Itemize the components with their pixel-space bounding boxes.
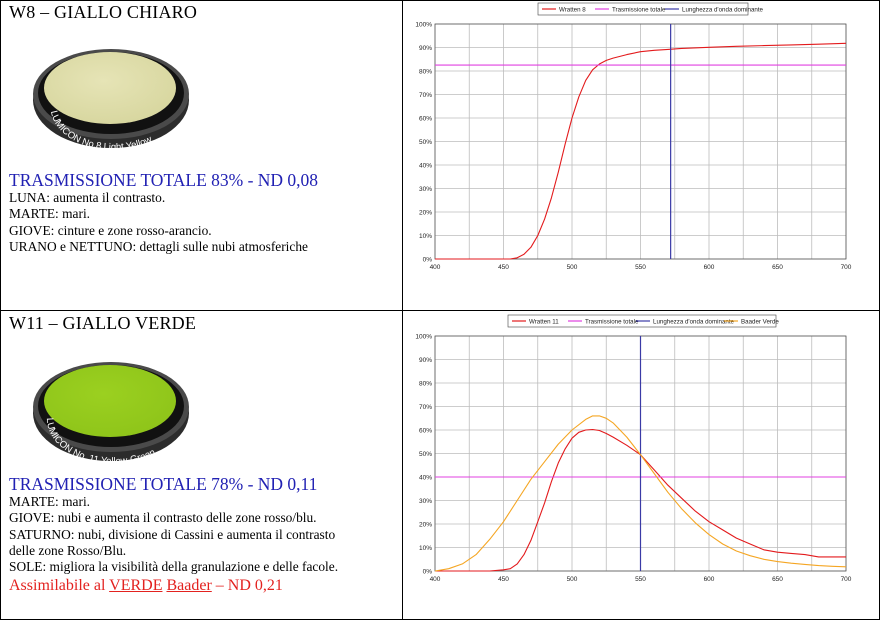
y-tick-label: 90% <box>419 357 432 364</box>
x-tick-label: 550 <box>635 264 646 271</box>
notes-w11: TRASMISSIONE TOTALE 78% - ND 0,11 MARTE:… <box>9 474 394 595</box>
y-tick-label: 40% <box>419 163 432 170</box>
x-tick-label: 600 <box>704 576 715 583</box>
notes-w8: TRASMISSIONE TOTALE 83% - ND 0,08 LUNA: … <box>9 170 394 255</box>
y-tick-label: 0% <box>423 569 433 576</box>
filter-image-w8: LUMICON No.8 Light Yellow <box>30 38 192 150</box>
note-line: SATURNO: nubi, divisione di Cassini e au… <box>9 526 336 542</box>
legend-entry: Lunghezza d'onda dominante <box>653 318 735 325</box>
note-line: MARTE: mari. <box>9 206 91 222</box>
panel-title: W8 – GIALLO CHIARO <box>9 2 198 22</box>
x-tick-label: 600 <box>704 264 715 271</box>
x-tick-label: 500 <box>567 576 578 583</box>
y-tick-label: 50% <box>419 139 432 146</box>
note-line: LUNA: aumenta il contrasto. <box>9 190 166 205</box>
series-line <box>434 415 847 572</box>
legend-entry: Wratten 11 <box>529 318 559 325</box>
y-tick-label: 50% <box>419 451 432 458</box>
row-divider <box>0 310 880 311</box>
note-line: SOLE: migliora la visibilità della granu… <box>9 559 339 575</box>
y-tick-label: 30% <box>419 186 432 193</box>
note-line: delle zone Rosso/Blu. <box>9 542 127 558</box>
y-tick-label: 10% <box>419 545 432 552</box>
filter-w11-graphic: LUMICON No. 11 Yellow-Green <box>33 362 189 463</box>
legend-entry: Trasmissione totale <box>612 6 666 13</box>
baader-note: Assimilabile al VERDE Baader – ND 0,21 <box>9 576 394 595</box>
x-tick-label: 400 <box>430 576 441 583</box>
series-line <box>435 42 847 260</box>
chart-legend: Wratten 11 Trasmissione totale Lunghezza d… <box>507 314 779 328</box>
y-tick-label: 60% <box>419 428 432 435</box>
y-tick-label: 90% <box>419 45 432 52</box>
y-tick-label: 60% <box>419 116 432 123</box>
y-tick-label: 20% <box>419 522 432 529</box>
y-tick-label: 0% <box>423 257 433 264</box>
transmission-text: TRASMISSIONE TOTALE 83% - ND 0,08 <box>9 170 319 190</box>
baader-note-prefix: Assimilabile al <box>9 577 110 595</box>
note-line: URANO e NETTUNO: dettagli sulle nubi atm… <box>9 238 308 254</box>
y-tick-label: 100% <box>415 22 432 29</box>
y-tick-label: 80% <box>419 69 432 76</box>
legend-box <box>537 2 749 16</box>
x-tick-label: 400 <box>430 264 441 271</box>
transmission-chart-w8: 0% 10% 20% 30% 40% 50% 60% 70% 80% 90% 100% 400 450 5… <box>405 2 875 302</box>
x-tick-label: 700 <box>841 576 852 583</box>
y-tick-label: 70% <box>419 404 432 411</box>
filter-glass-w8 <box>44 52 176 124</box>
chart-w11-svg: 0% 10% 20% 30% 40% 50% 60% 70% 80% 90% 100% 400 450 5… <box>415 314 852 583</box>
x-tick-label: 450 <box>498 576 509 583</box>
legend-entry: Baader Verde <box>741 318 779 325</box>
x-tick-label: 550 <box>635 576 646 583</box>
chart-legend: Wratten 8 Trasmissione totale Lunghezza d'… <box>537 2 764 16</box>
y-tick-label: 20% <box>419 210 432 217</box>
legend-entry: Trasmissione totale <box>585 318 639 325</box>
filter-w8-graphic: LUMICON No.8 Light Yellow <box>33 49 189 150</box>
x-tick-label: 450 <box>498 264 509 271</box>
transmission-chart-w11: 0% 10% 20% 30% 40% 50% 60% 70% 80% 90% 100% 400 450 5… <box>405 314 875 614</box>
note-line: GIOVE: nubi e aumenta il contrasto delle… <box>9 510 317 526</box>
y-tick-label: 70% <box>419 92 432 99</box>
legend-entry: Lunghezza d'onda dominante <box>682 6 764 13</box>
filter-image-w11: LUMICON No. 11 Yellow-Green <box>30 351 192 463</box>
baader-note-baader: Baader <box>166 577 212 595</box>
y-tick-label: 30% <box>419 498 432 505</box>
filter-panel-w11: W11 – GIALLO VERDE LUMICON No. 11 Yellow… <box>0 311 402 621</box>
transmission-text: TRASMISSIONE TOTALE 78% - ND 0,11 <box>9 474 318 494</box>
note-line: GIOVE: cinture e zone rosso-arancio. <box>9 222 212 238</box>
filter-glass-w11 <box>44 365 176 437</box>
legend-entry: Wratten 8 <box>559 6 586 13</box>
chart-w8-svg: 0% 10% 20% 30% 40% 50% 60% 70% 80% 90% 100% 400 450 5… <box>415 2 852 271</box>
y-tick-label: 10% <box>419 233 432 240</box>
y-tick-label: 80% <box>419 381 432 388</box>
plot-frame <box>434 23 847 260</box>
baader-note-verde: VERDE <box>109 577 163 595</box>
y-tick-label: 100% <box>415 334 432 341</box>
filter-panel-w8: W8 – GIALLO CHIARO LUMICON No.8 Light Ye… <box>0 0 402 310</box>
baader-note-suffix: – ND 0,21 <box>211 577 283 595</box>
x-tick-label: 500 <box>567 264 578 271</box>
x-tick-label: 650 <box>772 576 783 583</box>
note-line: MARTE: mari. <box>9 494 91 509</box>
y-tick-label: 40% <box>419 475 432 482</box>
x-tick-label: 650 <box>772 264 783 271</box>
panel-title: W11 – GIALLO VERDE <box>9 313 197 333</box>
x-tick-label: 700 <box>841 264 852 271</box>
series-line <box>435 428 846 572</box>
